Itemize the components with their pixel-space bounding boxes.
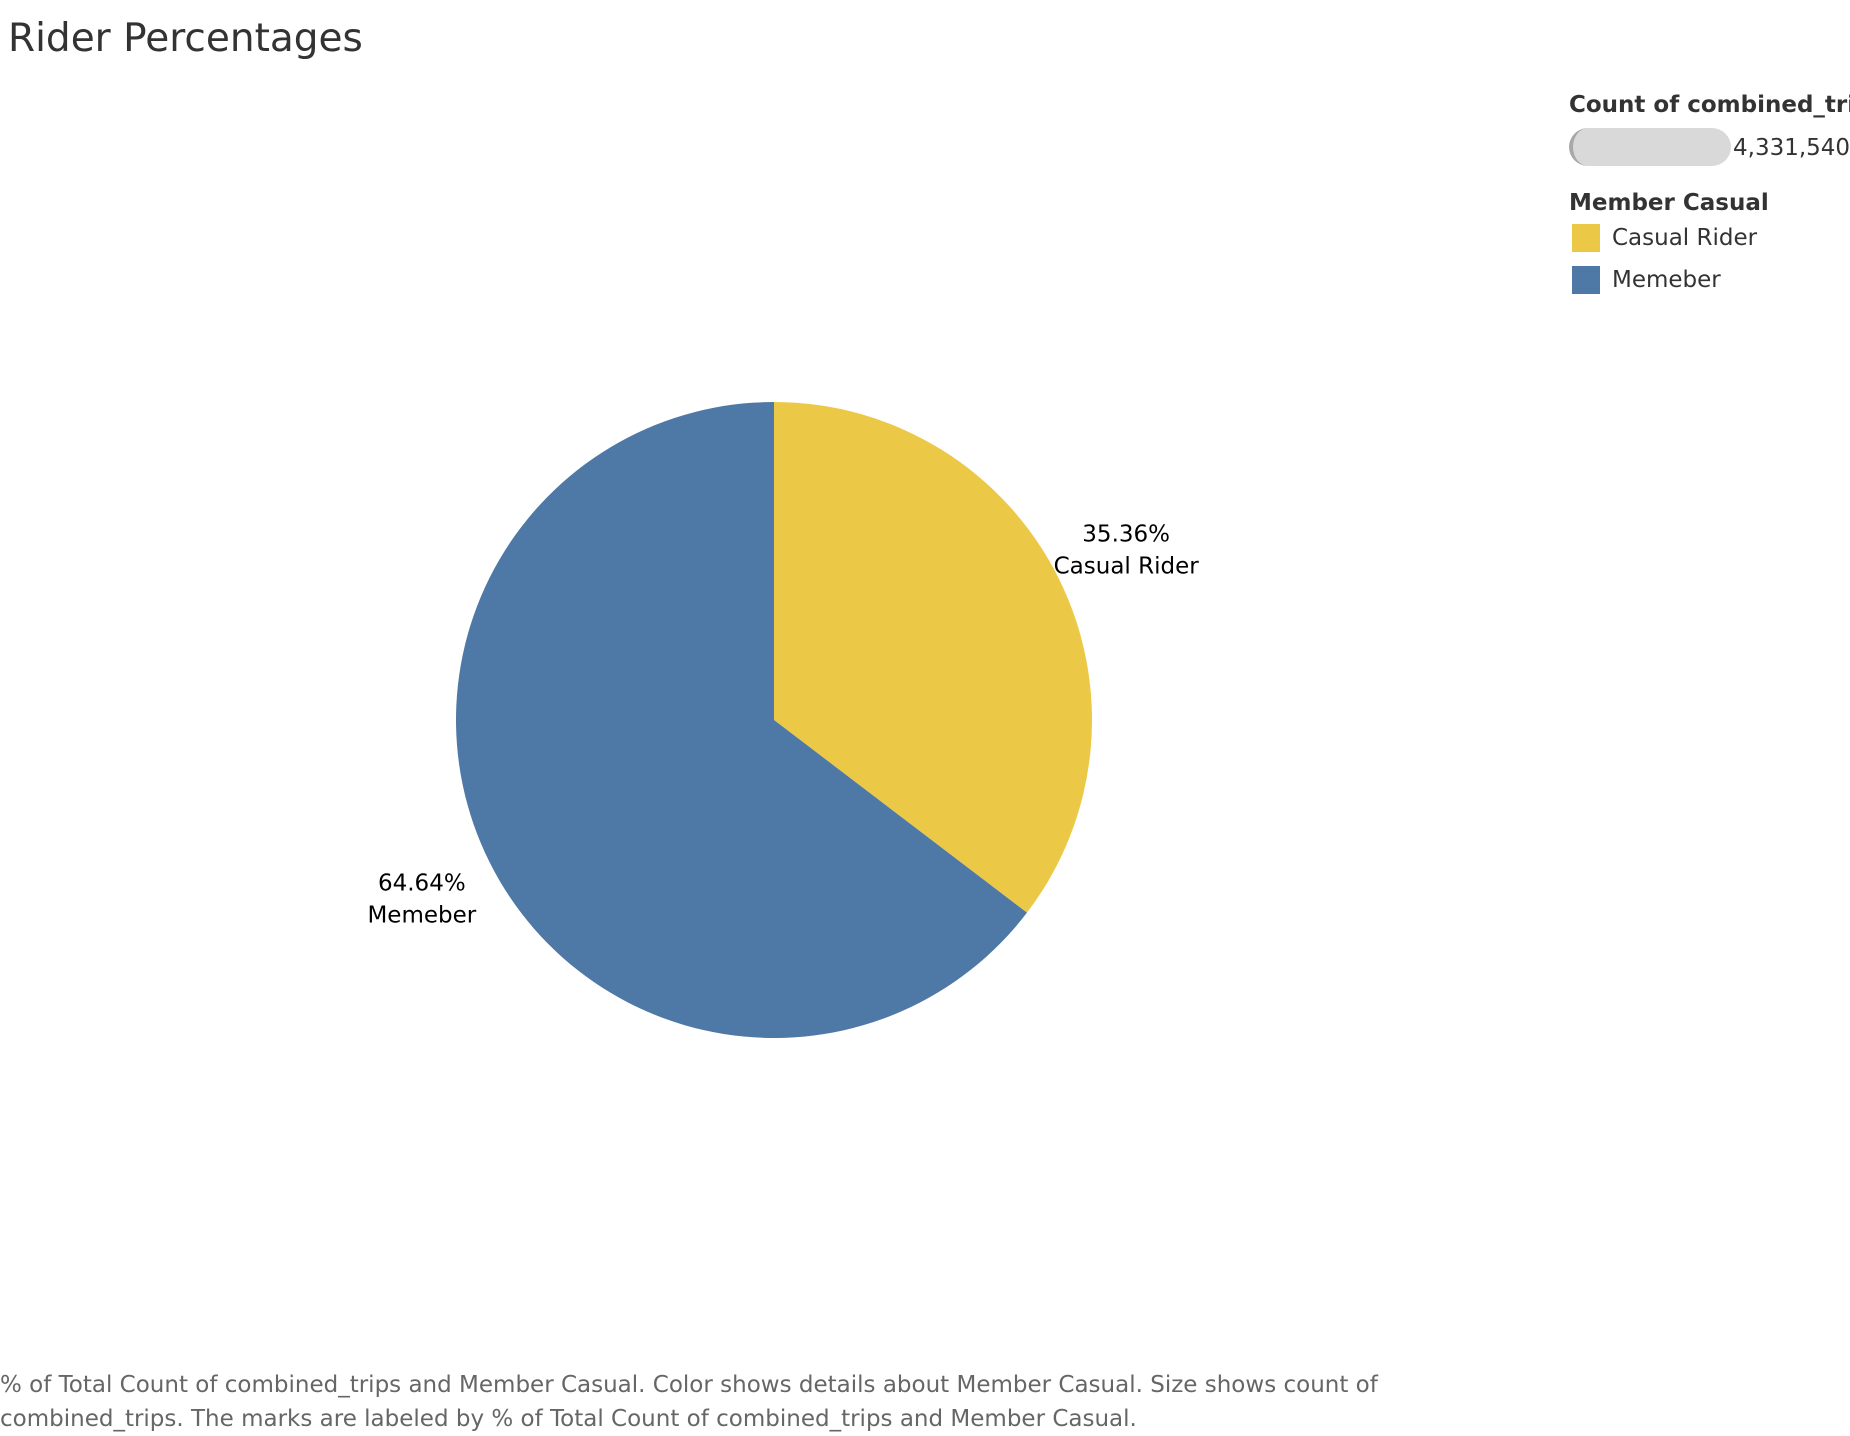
slice-category-label: Memeber [367,902,476,928]
legend-swatch-memeber [1572,266,1600,294]
slice-category-label: Casual Rider [1054,554,1200,580]
color-legend-title: Member Casual [1569,190,1769,216]
page-title: Rider Percentages [8,16,363,61]
slice-percent-label: 64.64% [378,870,466,896]
color-legend: Member Casual Casual Rider Memeber [1569,190,1850,300]
legend-label-casual-rider: Casual Rider [1612,225,1758,251]
chart-caption: % of Total Count of combined_trips and M… [0,1372,1378,1432]
slice-percent-label: 35.36% [1082,522,1170,548]
size-legend-title: Count of combined_trips [1569,92,1850,118]
legend-label-memeber: Memeber [1612,267,1721,293]
legend-item-casual-rider[interactable]: Casual Rider [1569,218,1850,258]
size-legend-value: 4,331,540 [1733,135,1850,161]
size-legend: Count of combined_trips 4,331,540 [1569,92,1850,168]
pie-slice-casual-rider[interactable] [774,402,1092,913]
pie-slice-memeber[interactable] [455,401,1027,1038]
legend-swatch-casual-rider [1572,224,1600,252]
legend-item-memeber[interactable]: Memeber [1569,260,1850,300]
size-legend-marker [1569,128,1731,166]
